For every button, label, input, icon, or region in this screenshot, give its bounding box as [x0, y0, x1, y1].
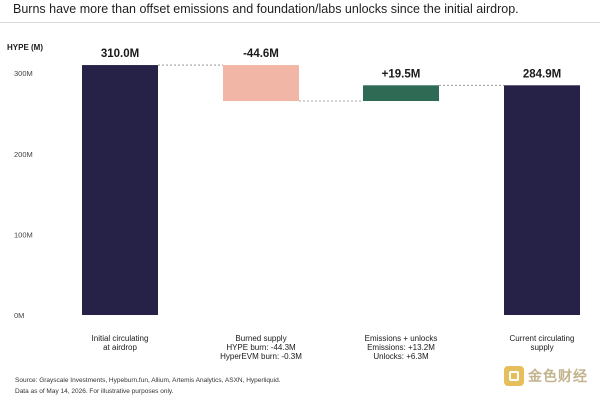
- category-label: Unlocks: +6.3M: [373, 352, 429, 361]
- value-label: +19.5M: [382, 68, 421, 80]
- y-tick-label: 0M: [14, 311, 24, 320]
- watermark-text: 金色财经: [528, 368, 588, 384]
- category-label: at airdrop: [103, 343, 137, 352]
- footer-source: Source: Grayscale Investments, Hypeburn.…: [15, 377, 281, 384]
- category-label: Burned supply: [235, 334, 286, 343]
- y-tick-label: 200M: [14, 150, 33, 159]
- category-label: Initial circulating: [92, 334, 149, 343]
- title-divider: [0, 22, 600, 23]
- y-tick-label: 100M: [14, 230, 33, 239]
- category-label: Emissions + unlocks: [365, 334, 438, 343]
- category-label: HyperEVM burn: -0.3M: [220, 352, 302, 361]
- bar-total: [82, 65, 158, 315]
- watermark: 金色财经: [504, 366, 588, 386]
- bar-decrease: [223, 65, 299, 102]
- category-label: HYPE burn: -44.3M: [226, 343, 296, 352]
- category-label: supply: [530, 343, 553, 352]
- value-label: 310.0M: [101, 48, 139, 60]
- bar-total: [504, 85, 580, 315]
- category-label: Current circulating: [510, 334, 575, 343]
- value-label: -44.6M: [243, 48, 279, 60]
- footer-note: Data as of May 14, 2026. For illustrativ…: [15, 388, 174, 395]
- watermark-logo-icon: [504, 366, 524, 386]
- category-label: Emissions: +13.2M: [367, 343, 435, 352]
- chart-title: Burns have more than offset emissions an…: [13, 2, 519, 16]
- value-label: 284.9M: [523, 68, 561, 80]
- y-axis-label: HYPE (M): [7, 43, 43, 52]
- bar-increase: [363, 85, 439, 102]
- y-tick-label: 300M: [14, 69, 33, 78]
